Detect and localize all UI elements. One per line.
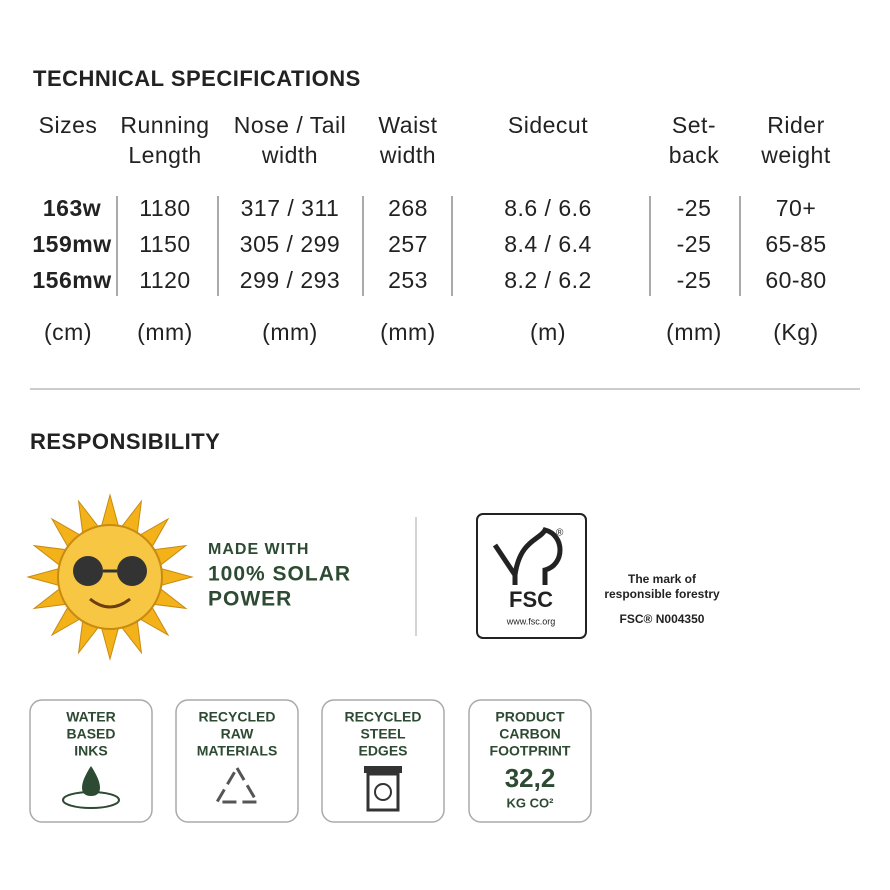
unit: (mm) (137, 319, 193, 345)
column-header: Nose / Tail (234, 112, 346, 138)
column-header: width (379, 142, 436, 168)
fsc-mark: The mark of (628, 572, 697, 586)
fsc-registered: ® (556, 528, 564, 539)
cell: 1150 (139, 231, 190, 257)
badge (29, 699, 153, 823)
column-header: Rider (767, 112, 824, 138)
badge-text: STEEL (360, 726, 406, 742)
badge-text: PRODUCT (495, 709, 565, 725)
cell: 305 / 299 (240, 231, 340, 257)
bin-icon (366, 772, 400, 812)
ripple-icon (62, 791, 120, 809)
column-header: Running (120, 112, 209, 138)
column-header: Set- (672, 112, 716, 138)
cell: 156mw (32, 267, 111, 293)
section-title: TECHNICAL SPECIFICATIONS (33, 66, 361, 91)
badge-text: RECYCLED (198, 709, 275, 725)
badge-text: BASED (66, 726, 115, 742)
unit: (mm) (666, 319, 722, 345)
badge-value: 32,2 (505, 763, 556, 793)
fsc-mark: responsible forestry (604, 587, 720, 601)
badge-text: FOOTPRINT (490, 743, 571, 759)
cell: 70+ (776, 195, 817, 221)
unit: (m) (530, 319, 566, 345)
column-header: Sidecut (508, 112, 588, 138)
badge-text: WATER (66, 709, 116, 725)
column-header: width (261, 142, 318, 168)
badge-text: INKS (74, 743, 107, 759)
column-header: Sizes (39, 112, 98, 138)
column-header: back (669, 142, 720, 168)
cell: 159mw (32, 231, 111, 257)
solar-text: MADE WITH (208, 541, 309, 558)
drop-icon (82, 766, 100, 796)
badge (175, 699, 299, 823)
bin-symbol (374, 783, 392, 801)
cell: 299 / 293 (240, 267, 340, 293)
cell: -25 (677, 231, 712, 257)
column-header: Length (128, 142, 201, 168)
cell: 8.4 / 6.4 (504, 231, 592, 257)
cell: 1180 (139, 195, 190, 221)
badge (321, 699, 445, 823)
cell: 1120 (139, 267, 190, 293)
unit: (mm) (262, 319, 318, 345)
column-header: Waist (378, 112, 437, 138)
cell: 65-85 (765, 231, 826, 257)
section-title: RESPONSIBILITY (30, 429, 220, 454)
fsc-logo (476, 513, 587, 639)
badge (468, 699, 592, 823)
cell: 8.6 / 6.6 (504, 195, 592, 221)
cell: 8.2 / 6.2 (504, 267, 592, 293)
badge-text: MATERIALS (197, 743, 278, 759)
cell: -25 (677, 267, 712, 293)
badge-unit: KG CO² (507, 795, 555, 810)
badge-text: EDGES (358, 743, 407, 759)
fsc-code: FSC® N004350 (620, 612, 705, 626)
bin-lid (364, 766, 402, 773)
unit: (mm) (380, 319, 436, 345)
fsc-logo-text: FSC (509, 587, 553, 612)
sun-icon (26, 493, 194, 661)
cell: -25 (677, 195, 712, 221)
unit: (cm) (44, 319, 92, 345)
cell: 268 (388, 195, 428, 221)
solar-text: POWER (208, 588, 292, 611)
badge-text: RECYCLED (344, 709, 421, 725)
unit: (Kg) (773, 319, 818, 345)
cell: 253 (388, 267, 428, 293)
column-header: weight (760, 142, 831, 168)
solar-text: 100% SOLAR (208, 563, 351, 586)
badge-text: RAW (221, 726, 254, 742)
badge-text: CARBON (499, 726, 560, 742)
cell: 60-80 (765, 267, 826, 293)
cell: 257 (388, 231, 428, 257)
cell: 163w (43, 195, 101, 221)
cell: 317 / 311 (241, 195, 340, 221)
fsc-url: www.fsc.org (506, 616, 556, 626)
